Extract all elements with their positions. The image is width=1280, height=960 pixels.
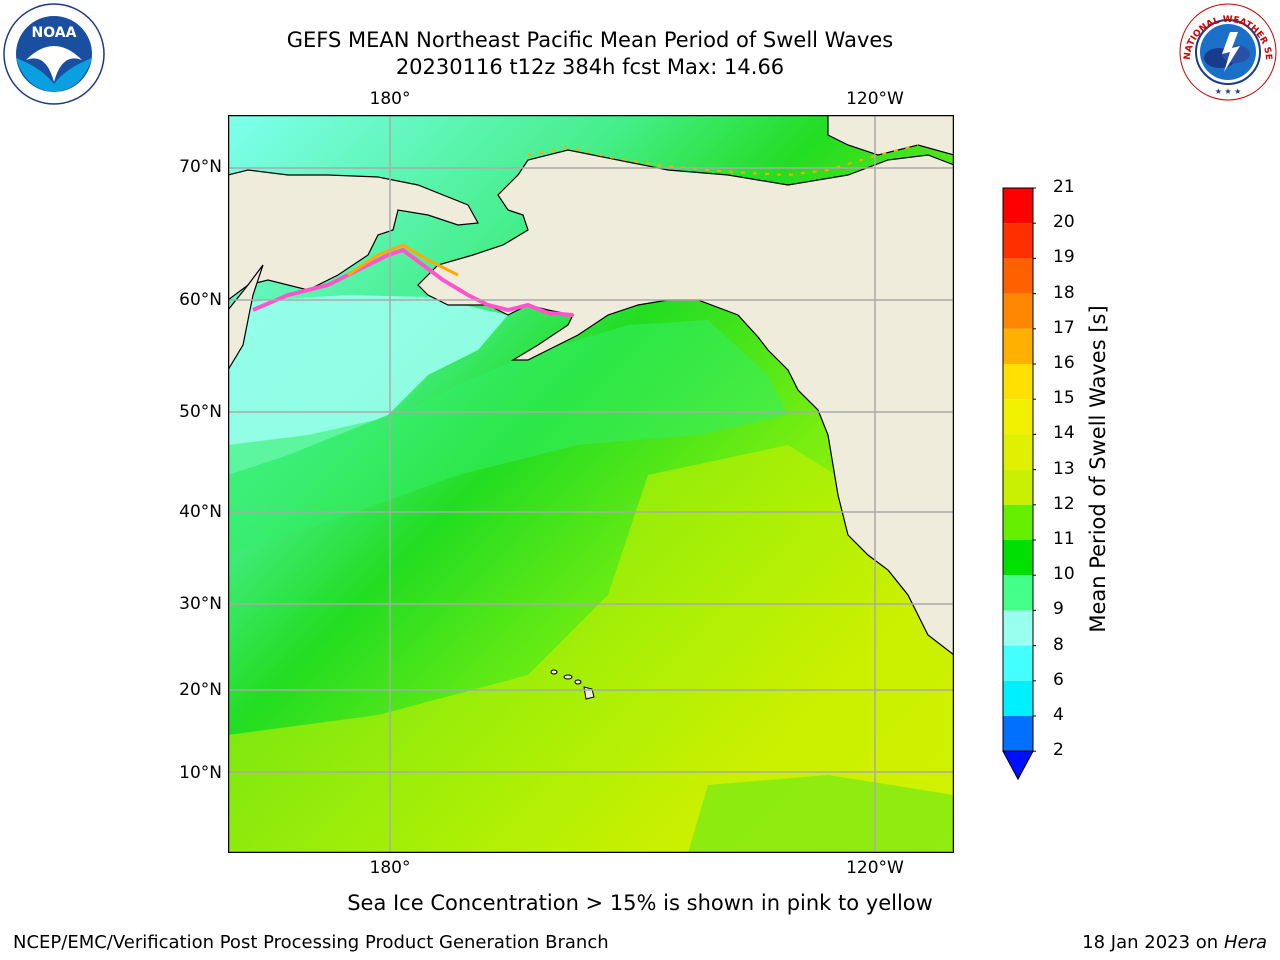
colorbar-tick-label: 11 xyxy=(1053,529,1075,549)
colorbar-tick-label: 9 xyxy=(1053,599,1064,620)
colorbar-segment xyxy=(1003,399,1033,435)
sea-ice-edge xyxy=(252,247,574,317)
colorbar-tick-label: 8 xyxy=(1053,634,1064,655)
colorbar-segment xyxy=(1003,364,1033,400)
arctic-ice-fringe xyxy=(527,144,919,177)
medium-period-zone xyxy=(228,320,788,555)
run-date: 18 Jan 2023 on Hera xyxy=(1082,932,1267,953)
colorbar-tick-label: 18 xyxy=(1053,282,1075,303)
colorbar-segment xyxy=(1003,504,1033,540)
map-frame xyxy=(228,115,954,853)
land-canada-arctic xyxy=(827,115,954,156)
lat-label-70n: 70°N xyxy=(179,157,222,177)
sea-ice-edge-inner xyxy=(347,243,459,277)
lon-label-bottom-180: 180° xyxy=(369,858,411,878)
colorbar-tick-label: 4 xyxy=(1053,705,1064,725)
colorbar-tick-label: 16 xyxy=(1053,353,1075,373)
colorbar-tick-label: 19 xyxy=(1053,247,1075,268)
colorbar-tick-label: 20 xyxy=(1053,212,1075,233)
land-siberia xyxy=(228,115,479,301)
noaa-logo-text: NOAA xyxy=(32,25,77,41)
colorbar-extend-arrow xyxy=(1002,750,1034,781)
colorbar-segment xyxy=(1003,540,1033,576)
nws-logo: NATIONAL WEATHER SERVICE ★ ★ ★ xyxy=(1178,2,1277,101)
colorbar-segment xyxy=(1003,469,1033,505)
long-period-zone xyxy=(228,445,954,853)
colorbar-segment xyxy=(1003,258,1033,294)
land-north-america xyxy=(417,149,954,656)
chart-title-line1: GEFS MEAN Northeast Pacific Mean Period … xyxy=(286,28,894,52)
colorbar-segment xyxy=(1003,716,1033,752)
colorbar-tick-label: 10 xyxy=(1053,564,1075,585)
svg-text:★ ★ ★: ★ ★ ★ xyxy=(1215,87,1242,96)
colorbar-tick-label: 14 xyxy=(1053,423,1075,444)
lat-label-40n: 40°N xyxy=(179,502,222,522)
colorbar-segment xyxy=(1003,293,1033,329)
colorbar xyxy=(1002,187,1036,781)
land-kamchatka xyxy=(228,264,264,372)
lon-label-top-180: 180° xyxy=(369,89,411,109)
colorbar-segment xyxy=(1003,680,1033,716)
sea-ice-note: Sea Ice Concentration > 15% is shown in … xyxy=(347,891,933,915)
colorbar-segment xyxy=(1003,610,1033,646)
colorbar-segment xyxy=(1003,328,1033,364)
colorbar-tick-label: 17 xyxy=(1053,317,1075,338)
lat-label-20n: 20°N xyxy=(179,680,222,700)
lat-label-60n: 60°N xyxy=(179,290,222,310)
lat-label-30n: 30°N xyxy=(179,594,222,614)
colorbar-segment xyxy=(1003,575,1033,611)
colorbar-segment xyxy=(1003,223,1033,259)
machine-name: Hera xyxy=(1223,932,1267,953)
colorbar-tick-label: 6 xyxy=(1053,669,1064,690)
colorbar-segment xyxy=(1003,645,1033,681)
lon-label-top-120w: 120°W xyxy=(846,89,904,109)
chart-title-line2: 20230116 t12z 384h fcst Max: 14.66 xyxy=(395,55,785,79)
swell-period-map xyxy=(228,115,954,853)
colorbar-tick-label: 2 xyxy=(1053,740,1064,761)
colorbar-tick-label: 15 xyxy=(1053,388,1075,409)
lat-label-10n: 10°N xyxy=(179,763,222,783)
colorbar-tick-label: 21 xyxy=(1053,177,1075,197)
colorbar-tick-label: 12 xyxy=(1053,493,1075,514)
lon-label-bottom-120w: 120°W xyxy=(846,858,904,878)
green-blob-south xyxy=(688,775,954,853)
noaa-logo: NOAA xyxy=(3,3,105,105)
run-date-text: 18 Jan 2023 on xyxy=(1082,932,1224,953)
colorbar-segment xyxy=(1003,434,1033,470)
graticule xyxy=(228,115,954,853)
credit-text: NCEP/EMC/Verification Post Processing Pr… xyxy=(13,932,609,953)
short-period-zone xyxy=(228,295,508,475)
lat-label-50n: 50°N xyxy=(179,402,222,422)
colorbar-segment xyxy=(1003,188,1033,224)
colorbar-tick-label: 13 xyxy=(1053,458,1075,479)
